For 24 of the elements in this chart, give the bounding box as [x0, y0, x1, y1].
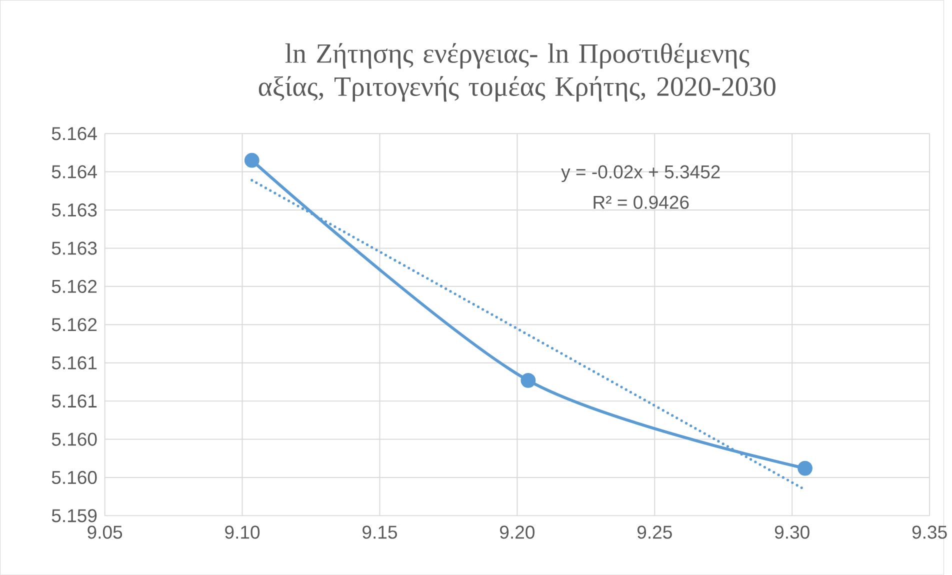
annotation: R² = 0.9426 — [594, 196, 689, 210]
x-tick-label: 9.30 — [774, 526, 810, 539]
point — [798, 460, 812, 476]
y-tick-label: 5.163 — [52, 242, 97, 255]
point — [244, 152, 260, 168]
x-tick-label: 9.35 — [912, 526, 947, 539]
x-tick-label: 9.25 — [637, 526, 672, 539]
y-tick-label: 5.162 — [52, 280, 97, 294]
x-tick-label: 9.20 — [500, 526, 534, 539]
y-tick-label: 5.162 — [52, 318, 97, 332]
x-tick-label: 9.10 — [225, 526, 260, 539]
point — [520, 373, 536, 388]
y-tick-label: 5.161 — [52, 356, 97, 370]
y-tick-label: 5.164 — [52, 165, 97, 178]
x-tick-label: 9.05 — [88, 526, 122, 539]
y-tick-label: 5.160 — [52, 470, 97, 484]
y-tick-label: 5.164 — [52, 127, 97, 140]
annotation: y = -0.02x + 5.3452 — [561, 165, 720, 182]
y-tick-label: 5.161 — [52, 394, 97, 408]
y-tick-label: 5.159 — [52, 509, 97, 522]
chart-title: ln Ζήτησης ενέργειας- ln Προστιθέμενης αξίας, Τριτογενής τομέας Κρήτης, 2020-2030 — [258, 43, 776, 102]
y-tick-label: 5.163 — [52, 204, 97, 217]
x-tick-label: 9.15 — [362, 526, 397, 539]
y-tick-label: 5.160 — [52, 432, 97, 446]
